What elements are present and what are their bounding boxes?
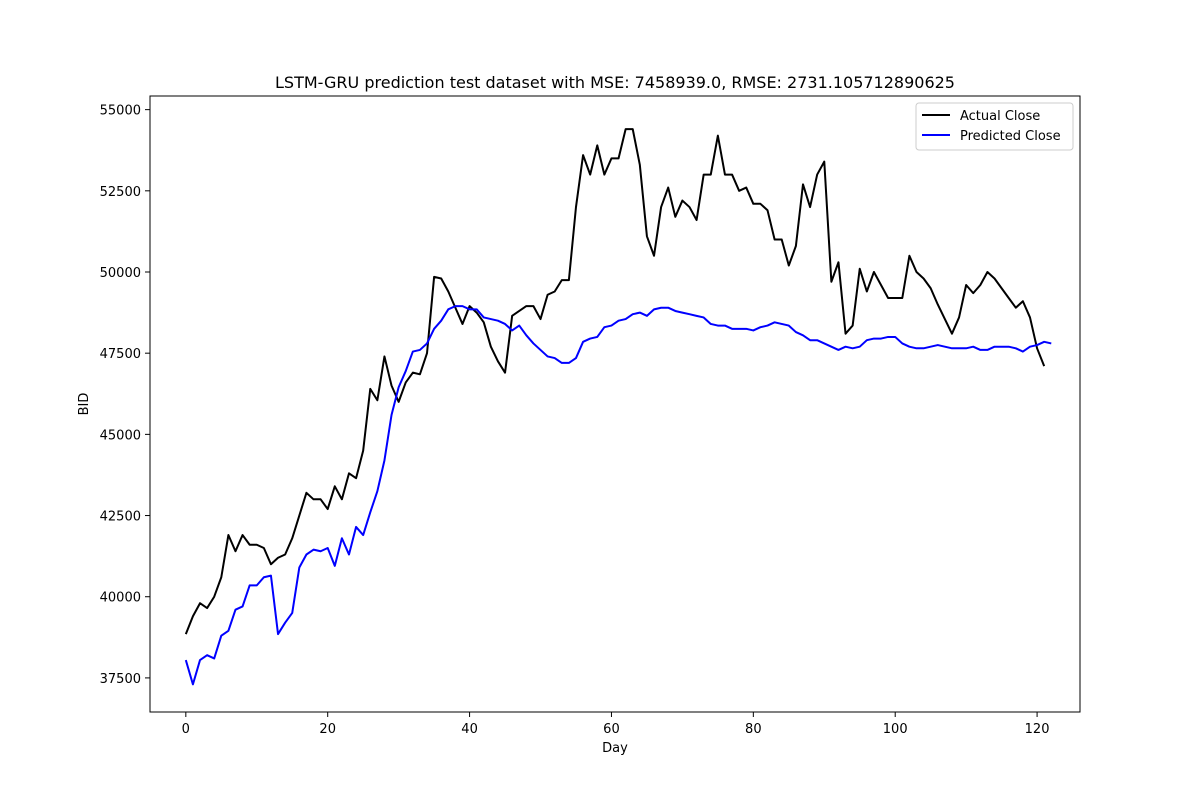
y-tick-label: 42500 <box>100 510 141 525</box>
x-tick-label: 80 <box>745 722 762 737</box>
series-line-predicted-close <box>184 305 1052 686</box>
x-axis-label: Day <box>602 741 628 756</box>
x-tick-label: 0 <box>182 722 190 737</box>
y-tick-label: 40000 <box>100 591 141 606</box>
legend-label-actual-close: Actual Close <box>960 109 1040 124</box>
x-axis-ticks: 0 20 40 60 80 100 120 <box>182 712 1050 737</box>
series-line-actual-close <box>184 128 1046 635</box>
x-tick-label: 100 <box>883 722 908 737</box>
y-axis-label: BID <box>77 393 92 416</box>
axes-frame <box>149 95 1081 713</box>
y-tick-label: 50000 <box>100 266 141 281</box>
plot-lines <box>184 128 1052 686</box>
y-tick-label: 37500 <box>100 672 141 687</box>
legend: Actual Close Predicted Close <box>915 102 1074 151</box>
y-tick-label: 45000 <box>100 428 141 443</box>
y-tick-label: 47500 <box>100 347 141 362</box>
y-tick-label: 55000 <box>100 104 141 119</box>
x-tick-label: 40 <box>461 722 478 737</box>
y-axis-ticks: 37500 40000 42500 45000 47500 50000 52500 55000 <box>100 104 150 687</box>
legend-label-predicted-close: Predicted Close <box>960 129 1061 144</box>
chart-title: LSTM-GRU prediction test dataset with MS… <box>275 73 955 92</box>
legend-box <box>915 102 1074 151</box>
x-tick-label: 20 <box>319 722 336 737</box>
x-tick-label: 60 <box>603 722 620 737</box>
y-tick-label: 52500 <box>100 185 141 200</box>
x-tick-label: 120 <box>1025 722 1050 737</box>
